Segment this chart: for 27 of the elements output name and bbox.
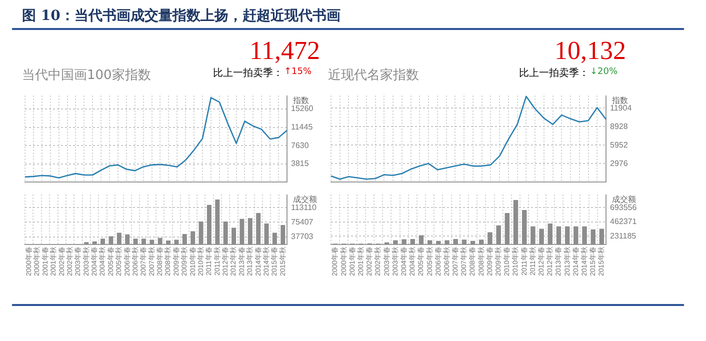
y-tick-label: 113110 bbox=[291, 202, 318, 212]
text: 比上一拍卖季： bbox=[213, 66, 283, 80]
text: 11,472 bbox=[249, 36, 320, 66]
y-tick-label: 11904 bbox=[610, 103, 632, 112]
y-tick-label: 2976 bbox=[610, 158, 628, 168]
text: 比上一拍卖季： bbox=[519, 66, 589, 80]
y-tick-label: 11445 bbox=[291, 122, 314, 132]
chart-subtitle: 近现代名家指数 bbox=[328, 67, 419, 84]
text: 10,132 bbox=[554, 36, 626, 66]
y-tick-label: 7630 bbox=[291, 140, 310, 150]
y-tick-label: 231185 bbox=[610, 231, 637, 240]
y-tick-label: 462371 bbox=[610, 217, 638, 226]
y-tick-label: 37703 bbox=[291, 232, 314, 241]
y-tick-label: 75407 bbox=[291, 217, 314, 226]
y-tick-label: 5952 bbox=[610, 140, 628, 150]
text: ↑15% bbox=[284, 67, 312, 77]
chart-subtitle: 当代中国画100家指数 bbox=[22, 67, 151, 84]
y-axis-title: 成交额 bbox=[293, 194, 317, 204]
chart-title: 图 10：当代书画成交量指数上扬，赶超近现代书画 bbox=[22, 7, 340, 25]
y-tick-label: 15260 bbox=[291, 104, 314, 114]
text: ↓20% bbox=[590, 67, 618, 77]
y-tick-label: 3815 bbox=[291, 159, 310, 168]
y-axis-title: 指数 bbox=[611, 96, 628, 105]
y-tick-label: 8928 bbox=[610, 122, 628, 131]
y-tick-label: 693556 bbox=[610, 202, 638, 212]
y-axis-title: 指数 bbox=[292, 96, 309, 105]
y-axis-title: 成交额 bbox=[612, 194, 636, 204]
